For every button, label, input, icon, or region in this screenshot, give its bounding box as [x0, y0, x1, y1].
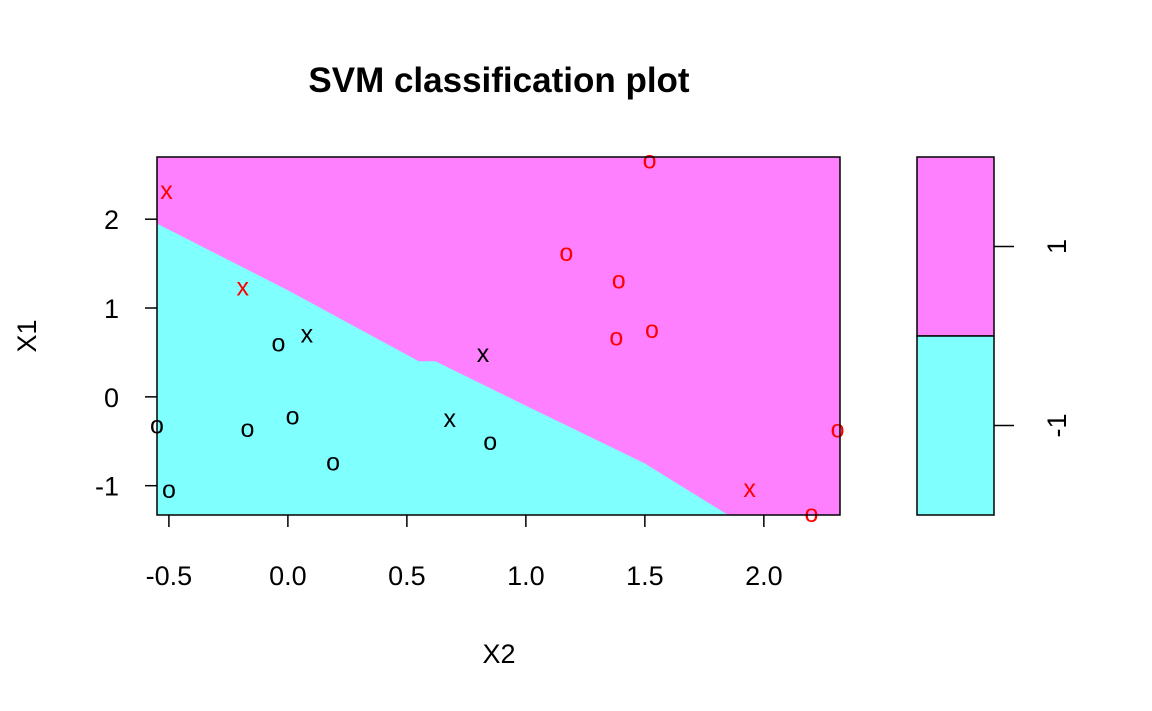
data-point: o	[609, 323, 623, 351]
data-point: o	[286, 402, 300, 430]
chart-title: SVM classification plot	[308, 61, 690, 100]
data-point: o	[643, 147, 657, 175]
plot-border	[156, 156, 841, 516]
data-point: x	[477, 340, 490, 368]
legend-label--1: -1	[1042, 413, 1072, 437]
x-axis-label: X2	[482, 639, 515, 669]
legend-swatch-1	[916, 156, 995, 337]
data-point: x	[301, 321, 314, 349]
class-legend: 1 -1	[916, 156, 1072, 516]
data-point: o	[240, 415, 254, 443]
data-point: x	[160, 177, 173, 205]
y-axis: -1 0 1 2	[95, 205, 157, 502]
data-point: o	[162, 476, 176, 504]
data-point: x	[743, 475, 756, 503]
y-tick-label: 1	[104, 294, 119, 324]
data-point: x	[443, 405, 456, 433]
data-point: o	[559, 239, 573, 267]
data-point: x	[236, 274, 249, 302]
legend-swatch--1	[916, 335, 995, 516]
data-point: o	[612, 267, 626, 295]
data-point: o	[804, 500, 818, 528]
y-tick-label: -1	[95, 472, 119, 502]
x-tick-label: 0.5	[388, 561, 426, 591]
y-tick-label: 0	[104, 383, 119, 413]
data-point: o	[645, 316, 659, 344]
data-point: o	[326, 449, 340, 477]
x-tick-label: 1.5	[626, 561, 664, 591]
data-point: o	[483, 428, 497, 456]
x-tick-label: 1.0	[507, 561, 545, 591]
region-class--1	[157, 223, 729, 515]
x-tick-label: -0.5	[146, 561, 193, 591]
y-tick-label: 2	[104, 205, 119, 235]
legend-label-1: 1	[1042, 239, 1072, 254]
x-tick-label: 0.0	[269, 561, 307, 591]
data-point: o	[271, 330, 285, 358]
y-axis-label: X1	[12, 319, 42, 352]
data-point: o	[831, 416, 845, 444]
x-axis: -0.5 0.0 0.5 1.0 1.5 2.0	[146, 515, 783, 591]
x-tick-label: 2.0	[745, 561, 783, 591]
